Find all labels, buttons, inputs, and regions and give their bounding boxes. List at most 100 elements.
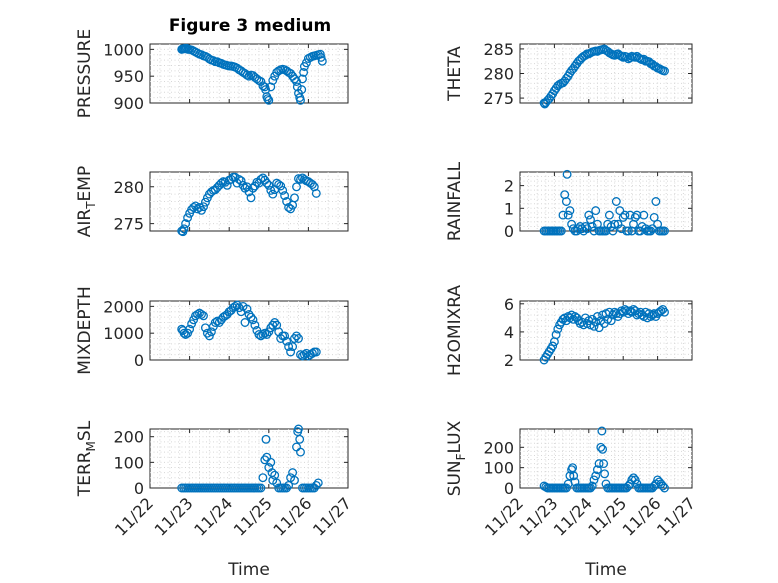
data-point <box>181 219 191 229</box>
y-tick-label: 100 <box>113 453 144 472</box>
data-point <box>282 483 292 493</box>
data-point <box>212 316 222 326</box>
x-tick-label: 11/27 <box>653 494 699 540</box>
data-point <box>561 483 571 493</box>
y-axis-label-main: THETA <box>445 46 465 102</box>
data-point <box>587 222 597 231</box>
data-point <box>193 309 202 319</box>
data-point <box>622 52 632 62</box>
data-point <box>651 197 661 206</box>
x-tick-label: 11/25 <box>230 494 276 540</box>
data-point <box>280 191 290 201</box>
y-tick-label: 0 <box>134 479 144 498</box>
data-point <box>589 321 599 331</box>
data-point <box>282 336 292 346</box>
y-tick-label: 6 <box>504 295 514 314</box>
y-axis-label-suffix: EMP <box>75 166 95 202</box>
x-tick-label: 11/26 <box>269 494 315 540</box>
y-axis-label-subscript: T <box>84 201 98 210</box>
data-point <box>197 309 206 319</box>
data-point <box>268 189 278 199</box>
data-point <box>296 447 305 457</box>
subplot-pressure: 900 950 1000 PRESSURE <box>75 29 349 118</box>
data-point <box>297 85 307 95</box>
data-point <box>553 324 563 334</box>
data-point <box>193 204 202 214</box>
y-tick-label: 950 <box>113 67 144 86</box>
subplot-air_temp: 275 280 AIRTEMP <box>75 166 349 237</box>
y-axis-label: PRESSURE <box>75 29 95 118</box>
data-point <box>294 334 303 343</box>
data-point <box>206 327 216 337</box>
data-point <box>292 331 301 341</box>
data-point <box>600 469 610 479</box>
y-axis-label-main: MIXDEPTH <box>75 286 95 375</box>
subplot-mixdepth: 0 1000 2000 MIXDEPTH <box>75 286 349 375</box>
data-point <box>246 193 256 203</box>
data-point <box>246 312 256 322</box>
data-point <box>565 471 575 481</box>
data-point <box>307 180 317 189</box>
data-point <box>296 174 305 184</box>
data-point <box>569 471 579 481</box>
data-point <box>295 434 305 444</box>
data-point <box>594 459 604 469</box>
x-tick-label: 11/25 <box>584 494 630 540</box>
series-pressure <box>177 43 327 105</box>
y-tick-label: 2000 <box>103 297 144 316</box>
data-point <box>292 182 301 192</box>
data-point <box>311 188 321 198</box>
data-point <box>660 307 669 317</box>
data-point <box>561 197 571 206</box>
y-axis-label-suffix: LUX <box>445 420 465 453</box>
y-tick-label: 0 <box>504 479 514 498</box>
y-axis-label-main: H2OMIXRA <box>445 285 465 376</box>
data-point <box>597 426 607 436</box>
data-point <box>618 52 628 62</box>
data-point <box>258 473 268 483</box>
data-point <box>200 197 210 207</box>
data-point <box>584 210 594 220</box>
figure-title: Figure 3 medium <box>169 16 331 36</box>
series-theta <box>539 44 669 109</box>
data-point <box>250 320 260 330</box>
y-tick-label: 100 <box>483 459 514 478</box>
data-point <box>284 342 294 352</box>
data-point <box>615 206 625 216</box>
data-point <box>248 315 258 325</box>
grid <box>520 301 692 360</box>
data-point <box>604 210 614 220</box>
data-point <box>256 483 266 493</box>
y-axis-label-main: TERR <box>75 451 95 497</box>
data-point <box>296 95 305 105</box>
series-rainfall <box>539 169 669 236</box>
y-tick-label: 0 <box>504 222 514 241</box>
data-point <box>598 444 608 454</box>
data-point <box>596 442 606 452</box>
data-point <box>610 219 620 229</box>
data-point <box>274 180 284 189</box>
subplot-theta: 275 280 285 THETA <box>445 40 693 109</box>
data-point <box>262 178 272 188</box>
data-point <box>611 197 621 206</box>
data-point <box>313 478 323 488</box>
y-tick-label: 900 <box>113 94 144 113</box>
data-point <box>286 347 296 357</box>
x-tick-label: 11/27 <box>309 494 355 540</box>
y-axis-label: H2OMIXRA <box>445 285 465 376</box>
y-axis-label-main: SUN <box>445 460 465 496</box>
y-tick-label: 280 <box>483 65 514 84</box>
data-point <box>261 434 271 444</box>
data-point <box>639 210 649 220</box>
data-point <box>551 330 561 340</box>
data-point <box>290 334 299 343</box>
data-point <box>658 481 668 491</box>
data-point <box>620 210 630 220</box>
data-point <box>317 56 327 66</box>
data-point <box>587 481 597 491</box>
y-tick-label: 275 <box>113 215 144 234</box>
data-point <box>606 316 616 326</box>
data-point <box>260 455 270 465</box>
data-point <box>268 320 278 330</box>
